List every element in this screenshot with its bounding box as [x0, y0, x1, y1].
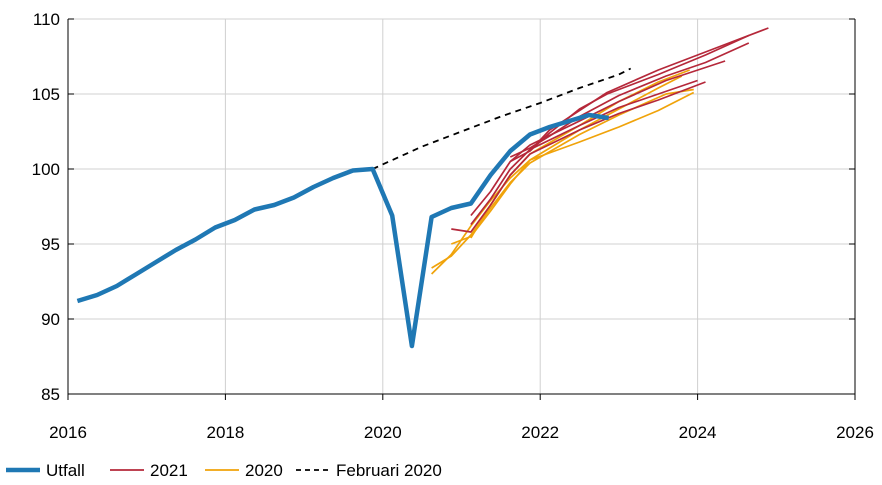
x-tick-label: 2020	[364, 423, 402, 442]
x-tick-label: 2024	[679, 423, 717, 442]
series-line-2020	[431, 91, 695, 275]
legend-label: Utfall	[46, 461, 85, 480]
y-tick-label: 95	[41, 235, 60, 254]
series-line-2021	[509, 42, 750, 158]
x-tick-label: 2016	[49, 423, 87, 442]
x-tick-label: 2018	[206, 423, 244, 442]
legend: Utfall 2021 2020 Februari 2020	[6, 461, 442, 480]
legend-label: Februari 2020	[336, 461, 442, 480]
axes: 85 90 95 100 105 110 2016 2018 2020 2022 2024 2026	[32, 10, 874, 442]
series-line-2020	[431, 88, 694, 269]
legend-label: 2020	[245, 461, 283, 480]
series-line-2021	[529, 27, 769, 152]
legend-label: 2021	[150, 461, 188, 480]
x-tick-label: 2022	[521, 423, 559, 442]
grid-lines	[68, 18, 855, 394]
y-tick-label: 100	[32, 160, 60, 179]
x-tick-label: 2026	[836, 423, 874, 442]
y-tick-label: 85	[41, 385, 60, 404]
series-line-2020	[450, 75, 683, 245]
y-tick-label: 110	[33, 10, 60, 29]
series-line-2021	[470, 79, 698, 226]
y-tick-label: 90	[41, 310, 60, 329]
series-line-2021	[451, 81, 706, 233]
series-line-utfall	[76, 112, 610, 349]
series-line-feb2020	[372, 67, 632, 170]
y-tick-label: 105	[32, 85, 60, 104]
series-lines	[76, 27, 769, 349]
